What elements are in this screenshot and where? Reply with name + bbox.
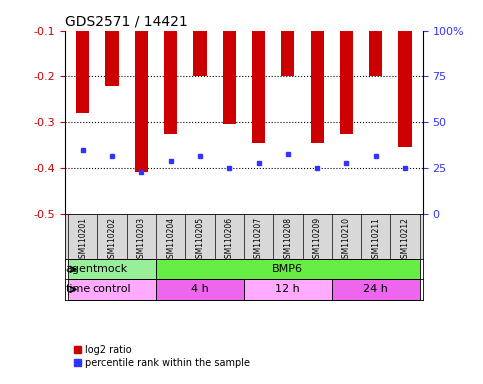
Text: GSM110211: GSM110211 (371, 217, 380, 263)
Text: 12 h: 12 h (275, 285, 300, 295)
Text: GSM110203: GSM110203 (137, 217, 146, 263)
Bar (281, 0, 295, 76)
Bar (68, 280, 156, 300)
Bar (156, 259, 420, 280)
Bar (332, 280, 420, 300)
Text: mock: mock (97, 264, 127, 274)
Text: GSM110205: GSM110205 (196, 217, 204, 263)
Text: GSM110208: GSM110208 (284, 217, 292, 263)
Bar (193, 0, 207, 76)
Bar (311, 0, 324, 143)
Bar (156, 280, 244, 300)
Text: GSM110206: GSM110206 (225, 217, 234, 263)
Text: GDS2571 / 14421: GDS2571 / 14421 (65, 14, 188, 28)
Text: agent: agent (66, 264, 98, 274)
Bar (164, 0, 177, 134)
Bar (340, 0, 353, 134)
Bar (135, 0, 148, 172)
Text: GSM110204: GSM110204 (166, 217, 175, 263)
Text: GSM110209: GSM110209 (313, 217, 322, 263)
Text: GSM110207: GSM110207 (254, 217, 263, 263)
Text: 24 h: 24 h (363, 285, 388, 295)
Text: GSM110210: GSM110210 (342, 217, 351, 263)
Legend: log2 ratio, percentile rank within the sample: log2 ratio, percentile rank within the s… (70, 341, 254, 371)
Bar (76, 0, 89, 113)
Bar (244, 280, 332, 300)
Text: BMP6: BMP6 (272, 264, 303, 274)
Bar (398, 0, 412, 147)
Bar (369, 0, 383, 76)
Text: GSM110202: GSM110202 (108, 217, 116, 263)
Text: time: time (66, 285, 91, 295)
Text: 4 h: 4 h (191, 285, 209, 295)
Text: GSM110201: GSM110201 (78, 217, 87, 263)
Text: control: control (93, 285, 131, 295)
Bar (223, 0, 236, 124)
Bar (68, 259, 156, 280)
Text: GSM110212: GSM110212 (400, 217, 410, 263)
Bar (252, 0, 265, 143)
Bar (105, 0, 119, 86)
